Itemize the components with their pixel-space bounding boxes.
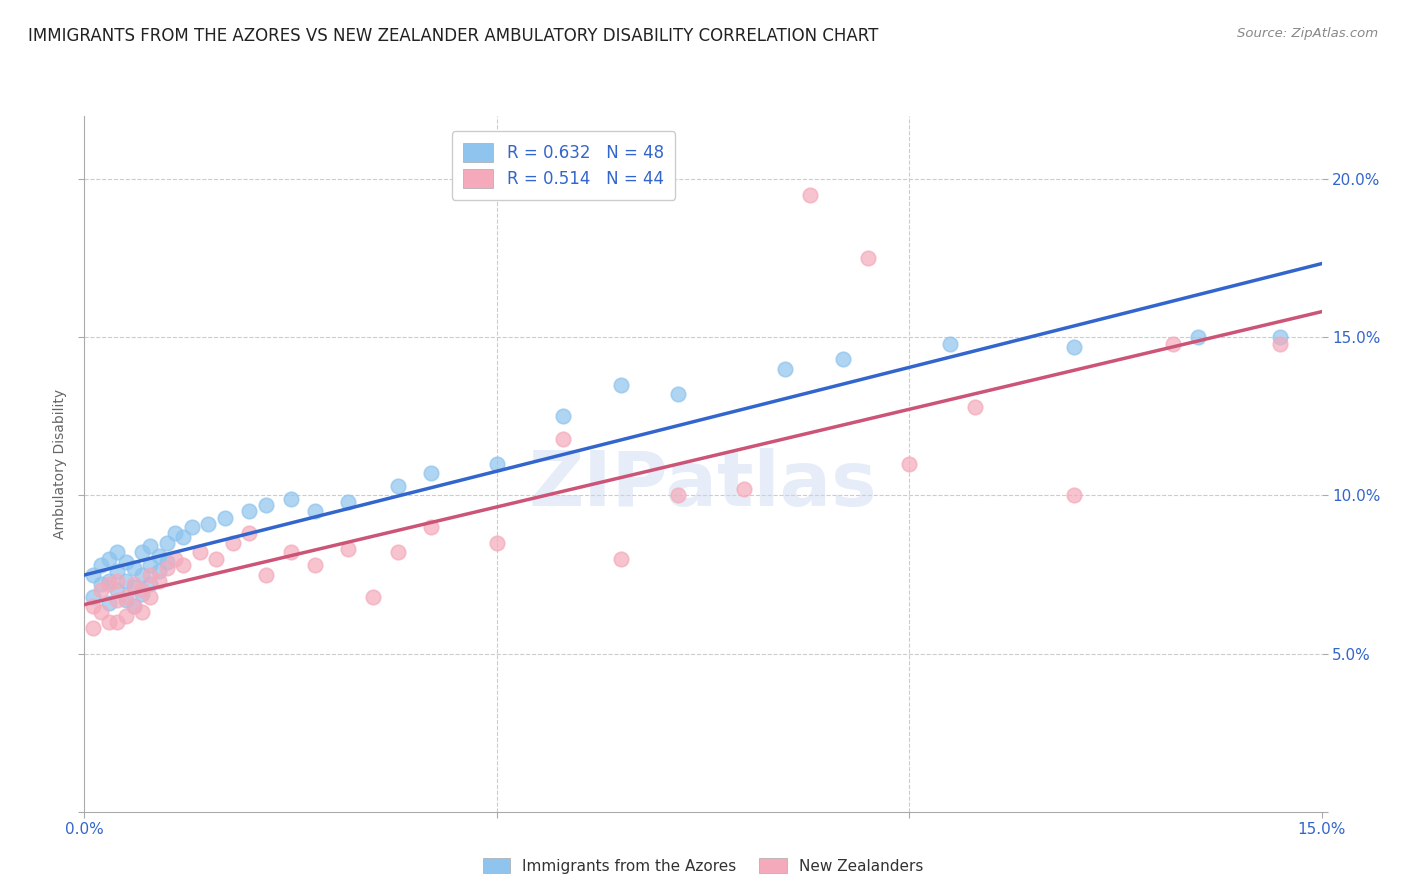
Point — [131, 583, 153, 598]
Point — [799, 188, 821, 202]
Point — [832, 352, 855, 367]
Point — [419, 467, 441, 481]
Point — [105, 565, 128, 579]
Point — [1063, 488, 1085, 502]
Legend: R = 0.632   N = 48, R = 0.514   N = 44: R = 0.632 N = 48, R = 0.514 N = 44 — [451, 131, 675, 200]
Point — [98, 615, 121, 629]
Point — [90, 606, 112, 620]
Point — [156, 555, 179, 569]
Point — [1161, 336, 1184, 351]
Point — [105, 545, 128, 559]
Point — [139, 567, 162, 582]
Point — [90, 583, 112, 598]
Point — [82, 590, 104, 604]
Point — [131, 586, 153, 600]
Point — [139, 590, 162, 604]
Point — [148, 574, 170, 588]
Point — [1063, 340, 1085, 354]
Point — [139, 558, 162, 572]
Point — [90, 558, 112, 572]
Point — [82, 567, 104, 582]
Point — [775, 362, 797, 376]
Point — [98, 551, 121, 566]
Point — [898, 457, 921, 471]
Point — [148, 549, 170, 563]
Point — [156, 536, 179, 550]
Point — [238, 526, 260, 541]
Point — [387, 545, 409, 559]
Point — [122, 561, 145, 575]
Point — [98, 596, 121, 610]
Point — [304, 558, 326, 572]
Point — [361, 590, 384, 604]
Point — [122, 599, 145, 614]
Text: Source: ZipAtlas.com: Source: ZipAtlas.com — [1237, 27, 1378, 40]
Point — [485, 457, 508, 471]
Point — [114, 555, 136, 569]
Point — [90, 577, 112, 591]
Point — [609, 551, 631, 566]
Point — [131, 567, 153, 582]
Point — [105, 574, 128, 588]
Point — [214, 510, 236, 524]
Point — [280, 491, 302, 506]
Point — [98, 574, 121, 588]
Point — [254, 498, 277, 512]
Point — [156, 561, 179, 575]
Point — [122, 577, 145, 591]
Point — [165, 551, 187, 566]
Point — [139, 539, 162, 553]
Point — [105, 615, 128, 629]
Point — [1270, 330, 1292, 344]
Point — [337, 542, 360, 557]
Point — [1270, 336, 1292, 351]
Point — [105, 583, 128, 598]
Point — [238, 504, 260, 518]
Point — [114, 590, 136, 604]
Point — [485, 536, 508, 550]
Point — [172, 530, 194, 544]
Point — [280, 545, 302, 559]
Point — [1187, 330, 1209, 344]
Point — [105, 592, 128, 607]
Point — [122, 580, 145, 594]
Y-axis label: Ambulatory Disability: Ambulatory Disability — [53, 389, 67, 539]
Point — [82, 599, 104, 614]
Point — [304, 504, 326, 518]
Point — [609, 377, 631, 392]
Point — [222, 536, 245, 550]
Point — [965, 400, 987, 414]
Point — [197, 516, 219, 531]
Point — [419, 520, 441, 534]
Point — [205, 551, 228, 566]
Point — [551, 432, 574, 446]
Point — [666, 387, 689, 401]
Legend: Immigrants from the Azores, New Zealanders: Immigrants from the Azores, New Zealande… — [477, 852, 929, 880]
Text: IMMIGRANTS FROM THE AZORES VS NEW ZEALANDER AMBULATORY DISABILITY CORRELATION CH: IMMIGRANTS FROM THE AZORES VS NEW ZEALAN… — [28, 27, 879, 45]
Point — [387, 479, 409, 493]
Point — [254, 567, 277, 582]
Point — [172, 558, 194, 572]
Point — [98, 577, 121, 591]
Point — [551, 409, 574, 424]
Point — [180, 520, 202, 534]
Point — [666, 488, 689, 502]
Point — [856, 252, 879, 266]
Point — [733, 482, 755, 496]
Point — [82, 621, 104, 635]
Point — [165, 526, 187, 541]
Point — [148, 565, 170, 579]
Point — [114, 574, 136, 588]
Point — [122, 599, 145, 614]
Point — [114, 592, 136, 607]
Point — [114, 608, 136, 623]
Point — [139, 577, 162, 591]
Point — [337, 495, 360, 509]
Text: ZIPatlas: ZIPatlas — [529, 448, 877, 522]
Point — [188, 545, 211, 559]
Point — [131, 545, 153, 559]
Point — [131, 606, 153, 620]
Point — [939, 336, 962, 351]
